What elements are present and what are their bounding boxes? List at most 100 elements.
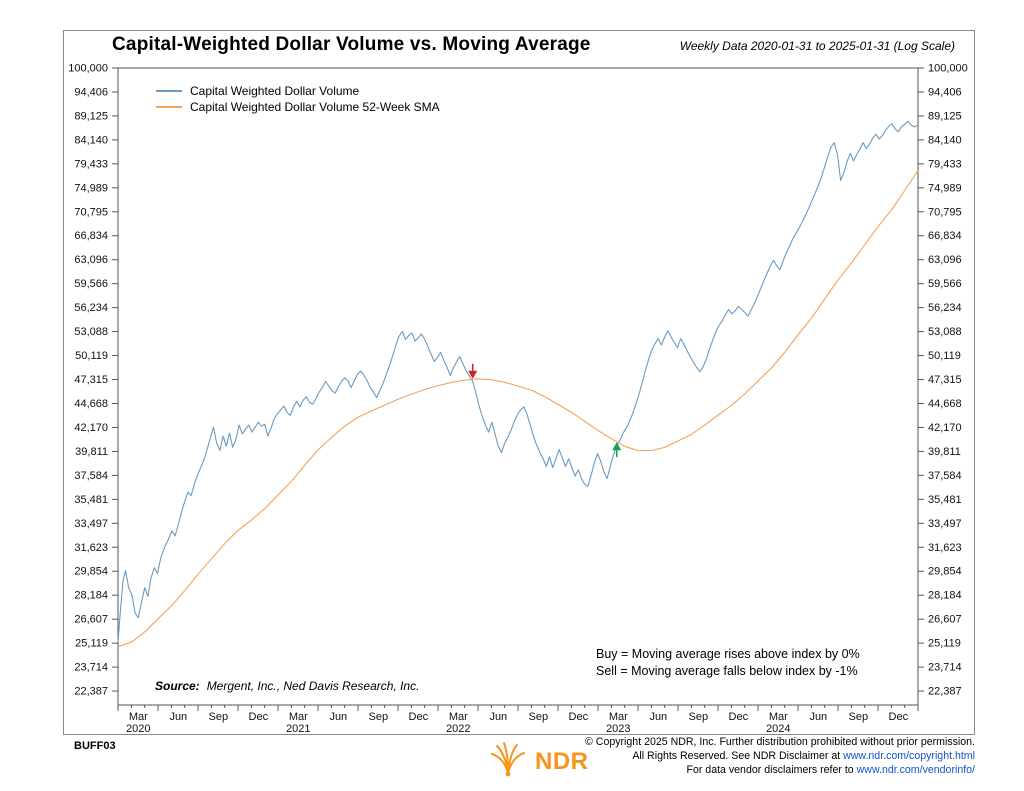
x-tick-label: Sep [689,711,709,723]
legend-row-volume: Capital Weighted Dollar Volume [156,83,440,99]
y-tick-label-left: 63,096 [74,254,108,266]
copyright-line-2: All Rights Reserved. See NDR Disclaimer … [585,750,975,764]
source-note: Source: Mergent, Inc., Ned Davis Research… [155,679,419,693]
chart-id: BUFF03 [74,740,116,752]
sell-arrow-icon [468,370,478,379]
y-tick-label-left: 28,184 [74,590,108,602]
y-tick-label-left: 22,387 [74,686,108,698]
y-tick-label-right: 100,000 [928,63,968,75]
y-tick-label-right: 94,406 [928,86,962,98]
y-tick-label-left: 47,315 [74,374,108,386]
x-tick-label: Sep [849,711,869,723]
ndr-logo-icon [488,739,528,784]
signal-rules: Buy = Moving average rises above index b… [596,646,860,680]
x-tick-label: Sep [209,711,229,723]
x-tick-label: Mar [129,711,148,723]
copyright-line-1: © Copyright 2025 NDR, Inc. Further distr… [585,736,975,748]
y-tick-label-right: 66,834 [928,230,962,242]
vendorinfo-link[interactable]: www.ndr.com/vendorinfo/ [856,763,975,776]
y-tick-label-right: 28,184 [928,590,962,602]
y-tick-label-left: 42,170 [74,422,108,434]
buy-arrow-icon [612,442,622,451]
x-tick-label: Sep [369,711,389,723]
ndr-logo: NDR [488,739,589,784]
x-tick-label: Mar [289,711,308,723]
y-tick-label-left: 70,795 [74,206,108,218]
y-tick-label-right: 47,315 [928,374,962,386]
buy-rule-text: Buy = Moving average rises above index b… [596,647,860,661]
y-tick-label-right: 42,170 [928,422,962,434]
y-tick-label-left: 33,497 [74,518,108,530]
x-tick-label: Jun [169,711,187,723]
y-tick-label-left: 31,623 [74,542,108,554]
chart-subtitle: Weekly Data 2020-01-31 to 2025-01-31 (Lo… [679,39,955,53]
sell-rule-text: Sell = Moving average falls below index … [596,664,858,678]
y-tick-label-left: 39,811 [75,446,108,458]
y-tick-label-right: 22,387 [928,686,962,698]
y-tick-label-right: 35,481 [928,494,962,506]
volume-line [117,120,919,642]
x-year-label: 2022 [446,723,470,735]
volume-legend-label: Capital Weighted Dollar Volume [190,84,360,98]
sma-legend-label: Capital Weighted Dollar Volume 52-Week S… [190,100,440,114]
y-tick-label-right: 33,497 [928,518,962,530]
y-tick-label-right: 89,125 [928,110,962,122]
y-tick-label-left: 26,607 [74,614,108,626]
copyright-line-2-text: All Rights Reserved. See NDR Disclaimer … [632,749,844,762]
volume-line-swatch [156,90,182,92]
x-tick-label: Mar [609,711,628,723]
x-tick-label: Mar [449,711,468,723]
y-tick-label-left: 56,234 [74,302,108,314]
page-title: Capital-Weighted Dollar Volume vs. Movin… [112,34,591,55]
sma-line [117,170,919,648]
y-tick-label-left: 53,088 [74,326,108,338]
y-tick-label-left: 44,668 [74,398,108,410]
x-tick-label: Mar [769,711,788,723]
y-tick-label-right: 53,088 [928,326,962,338]
y-tick-label-left: 89,125 [74,110,108,122]
y-tick-label-right: 26,607 [928,614,962,626]
y-tick-label-left: 23,714 [74,662,108,674]
x-tick-label: Dec [729,711,749,723]
x-tick-label: Jun [329,711,347,723]
ndr-logo-text: NDR [535,747,589,775]
y-tick-label-right: 56,234 [928,302,962,314]
y-tick-label-left: 50,119 [75,350,108,362]
y-tick-label-right: 74,989 [928,182,962,194]
y-tick-label-right: 50,119 [928,350,961,362]
y-tick-label-left: 66,834 [74,230,108,242]
sma-line-swatch [156,106,182,108]
y-tick-label-right: 70,795 [928,206,962,218]
source-text: Mergent, Inc., Ned Davis Research, Inc. [206,679,420,693]
y-tick-label-left: 35,481 [74,494,108,506]
x-tick-label: Dec [569,711,589,723]
y-tick-label-right: 79,433 [928,158,962,170]
y-tick-label-left: 59,566 [74,278,108,290]
x-year-label: 2020 [126,723,150,735]
y-tick-label-right: 29,854 [928,566,962,578]
y-tick-label-left: 94,406 [74,86,108,98]
y-tick-label-right: 84,140 [928,134,962,146]
chart-frame [63,30,975,735]
x-tick-label: Dec [409,711,429,723]
y-tick-label-left: 79,433 [74,158,108,170]
legend-row-sma: Capital Weighted Dollar Volume 52-Week S… [156,99,440,115]
y-tick-label-right: 59,566 [928,278,962,290]
x-tick-label: Dec [889,711,909,723]
x-tick-label: Dec [249,711,269,723]
y-tick-label-left: 74,989 [74,182,108,194]
x-tick-label: Jun [809,711,827,723]
y-tick-label-right: 25,119 [928,638,961,650]
copyright-link[interactable]: www.ndr.com/copyright.html [843,749,975,762]
y-tick-label-left: 37,584 [74,470,108,482]
x-year-label: 2023 [606,723,630,735]
y-tick-label-left: 29,854 [74,566,108,578]
copyright-line-3: For data vendor disclaimers refer to www… [585,764,975,778]
x-tick-label: Sep [529,711,549,723]
y-tick-label-right: 37,584 [928,470,962,482]
y-tick-label-left: 84,140 [74,134,108,146]
y-tick-label-left: 25,119 [75,638,108,650]
y-tick-label-right: 44,668 [928,398,962,410]
y-tick-label-right: 31,623 [928,542,962,554]
